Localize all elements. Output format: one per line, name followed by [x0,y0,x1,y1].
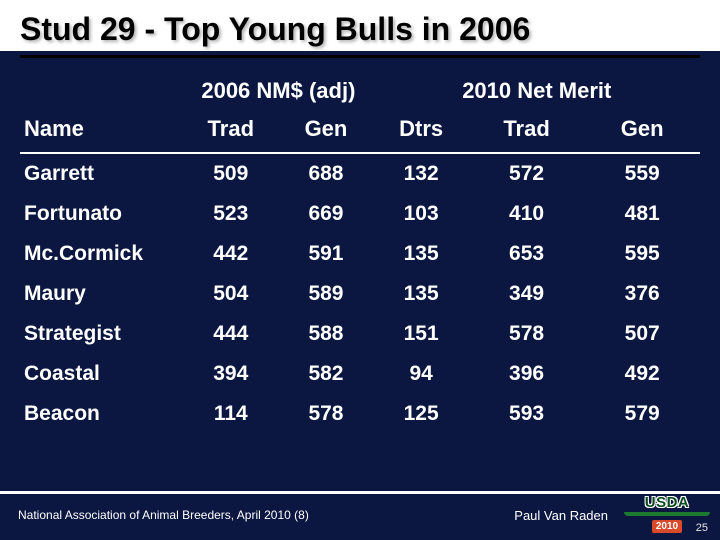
cell-trad06: 442 [183,234,278,274]
cell-gen06: 688 [278,153,373,194]
cell-trad06: 394 [183,354,278,394]
cell-gen10: 559 [584,153,700,194]
cell-trad10: 653 [469,234,585,274]
name-cell: Coastal [20,354,183,394]
title-bar: Stud 29 - Top Young Bulls in 2006 [0,0,720,51]
cell-gen06: 669 [278,194,373,234]
cell-dtrs: 135 [374,234,469,274]
column-header-row: Name Trad Gen Dtrs Trad Gen [20,112,700,153]
cell-trad06: 523 [183,194,278,234]
table-row: Beacon114578125593579 [20,394,700,434]
cell-trad06: 504 [183,274,278,314]
cell-gen10: 579 [584,394,700,434]
table-row: Strategist444588151578507 [20,314,700,354]
usda-bar [624,512,710,516]
cell-gen06: 588 [278,314,373,354]
cell-dtrs: 125 [374,394,469,434]
cell-gen10: 376 [584,274,700,314]
table-row: Fortunato523669103410481 [20,194,700,234]
year-badge: 2010 [652,520,682,533]
cell-gen10: 507 [584,314,700,354]
cell-trad10: 349 [469,274,585,314]
cell-trad10: 593 [469,394,585,434]
table-row: Coastal39458294396492 [20,354,700,394]
slide-title: Stud 29 - Top Young Bulls in 2006 [20,12,700,47]
name-cell: Maury [20,274,183,314]
name-cell: Garrett [20,153,183,194]
group-header-2010: 2010 Net Merit [374,72,700,112]
cell-trad10: 578 [469,314,585,354]
col-gen10: Gen [584,112,700,153]
data-table: 2006 NM$ (adj) 2010 Net Merit Name Trad … [20,72,700,434]
cell-trad06: 444 [183,314,278,354]
cell-gen10: 492 [584,354,700,394]
col-trad10: Trad [469,112,585,153]
footer-divider [0,491,720,494]
cell-dtrs: 135 [374,274,469,314]
content-area: 2006 NM$ (adj) 2010 Net Merit Name Trad … [0,58,720,434]
cell-trad10: 410 [469,194,585,234]
cell-gen06: 578 [278,394,373,434]
group-header-spacer [20,72,183,112]
cell-dtrs: 103 [374,194,469,234]
name-cell: Fortunato [20,194,183,234]
footer: National Association of Animal Breeders,… [0,496,720,540]
cell-dtrs: 94 [374,354,469,394]
group-header-2006: 2006 NM$ (adj) [183,72,373,112]
col-dtrs: Dtrs [374,112,469,153]
table-body: Garrett509688132572559Fortunato523669103… [20,153,700,434]
usda-text: USDA [624,494,710,511]
footer-left: National Association of Animal Breeders,… [18,508,309,522]
table-row: Garrett509688132572559 [20,153,700,194]
cell-gen06: 591 [278,234,373,274]
col-name: Name [20,112,183,153]
name-cell: Beacon [20,394,183,434]
cell-gen10: 481 [584,194,700,234]
group-header-row: 2006 NM$ (adj) 2010 Net Merit [20,72,700,112]
cell-gen10: 595 [584,234,700,274]
col-gen06: Gen [278,112,373,153]
cell-trad06: 509 [183,153,278,194]
table-row: Mc.Cormick442591135653595 [20,234,700,274]
cell-trad10: 396 [469,354,585,394]
name-cell: Strategist [20,314,183,354]
cell-gen06: 582 [278,354,373,394]
name-cell: Mc.Cormick [20,234,183,274]
cell-dtrs: 151 [374,314,469,354]
cell-trad06: 114 [183,394,278,434]
col-trad06: Trad [183,112,278,153]
cell-gen06: 589 [278,274,373,314]
page-number: 25 [696,522,708,534]
cell-trad10: 572 [469,153,585,194]
table-row: Maury504589135349376 [20,274,700,314]
cell-dtrs: 132 [374,153,469,194]
